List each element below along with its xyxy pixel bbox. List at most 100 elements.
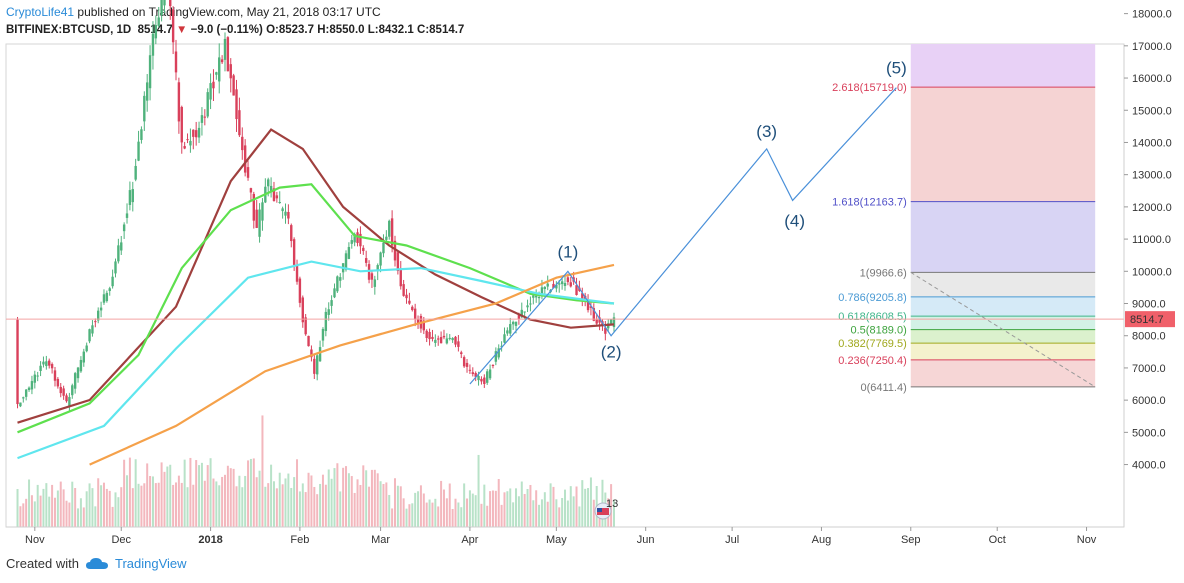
candle-body (108, 288, 111, 291)
elliott-wave-label: (5) (886, 59, 907, 78)
fib-level-label: 0.236(7250.4) (838, 355, 907, 367)
low-value: 8432.1 (378, 24, 414, 36)
volume-bar (77, 508, 80, 527)
candle-body (503, 334, 506, 343)
candle-body (71, 385, 74, 396)
candle-body (330, 300, 333, 306)
author-link[interactable]: CryptoLife41 (6, 5, 75, 19)
candle-body (203, 116, 207, 118)
volume-bar (278, 472, 281, 527)
candle-body (301, 297, 304, 323)
price-tick-label: 18000.0 (1132, 9, 1172, 21)
volume-bar (425, 502, 428, 527)
volume-bar (463, 483, 466, 527)
fib-zone (910, 87, 1096, 202)
volume-bar (59, 481, 62, 527)
volume-bar (241, 487, 244, 527)
open-label: O: (266, 24, 279, 36)
volume-bar (134, 459, 137, 527)
candle-body (160, 0, 163, 16)
volume-bar (19, 506, 22, 527)
volume-bar (477, 454, 480, 527)
candle-body (318, 347, 322, 362)
elliott-wave-label: (4) (784, 211, 805, 230)
fib-zone (910, 359, 1096, 387)
flag-icon (597, 508, 609, 515)
volume-bar (275, 488, 278, 527)
candle-body (50, 364, 54, 369)
close-label: C: (417, 24, 430, 36)
candle-body (209, 83, 212, 100)
volume-bar (180, 482, 183, 527)
volume-bar (304, 492, 307, 527)
volume-bar (169, 464, 172, 527)
candle-body (313, 358, 316, 374)
candle-body (267, 179, 270, 187)
time-tick-label: Oct (989, 534, 1006, 546)
candle-body (223, 38, 227, 60)
time-tick-label: Apr (461, 534, 478, 546)
volume-bar (405, 508, 408, 527)
candle-body (295, 265, 299, 282)
candle-body (566, 277, 570, 283)
published-text: published on TradingView.com, May 21, 20… (77, 5, 381, 19)
candle-body (24, 389, 28, 397)
volume-bar (526, 489, 529, 527)
candle-body (76, 367, 80, 379)
price-tick-label: 13000.0 (1132, 170, 1172, 182)
volume-bar (347, 473, 350, 527)
candle-body (422, 320, 426, 331)
candle-body (220, 59, 224, 63)
volume-bar (362, 465, 365, 527)
candle-body (569, 282, 572, 287)
symbol-name: BITFINEX:BTCUSD, 1D (6, 24, 132, 36)
candle-body (393, 240, 397, 261)
volume-bar (62, 489, 65, 527)
volume-bar (520, 481, 523, 527)
fib-level-label: 0.382(7769.5) (838, 338, 907, 350)
candle-body (65, 395, 68, 402)
volume-bar (466, 498, 469, 527)
volume-bar (506, 491, 509, 527)
candle-body (30, 381, 34, 390)
candle-body (99, 307, 103, 311)
candle-body (373, 279, 377, 287)
volume-bar (100, 485, 103, 527)
tradingview-brand[interactable]: TradingView (114, 556, 187, 571)
candle-body (62, 388, 65, 396)
volume-bar (281, 484, 284, 527)
candle-body (183, 146, 186, 149)
candle-body (598, 317, 601, 323)
volume-bar (451, 509, 454, 527)
volume-bar (333, 468, 336, 527)
candle-body (42, 361, 45, 365)
volume-bar (491, 490, 494, 527)
volume-bar (399, 486, 402, 527)
last-price-marker (1125, 311, 1175, 328)
created-with-text: Created with (6, 556, 79, 571)
elliott-wave-label: (3) (756, 122, 777, 141)
candle-body (157, 17, 160, 26)
volume-bar (339, 491, 342, 527)
volume-bar (474, 495, 477, 527)
candle-body (281, 208, 284, 212)
candle-body (509, 324, 512, 334)
candle-body (477, 376, 480, 381)
volume-bar (489, 491, 492, 527)
candle-body (413, 308, 417, 320)
candle-body (336, 276, 339, 292)
candle-body (350, 240, 353, 244)
fib-level-label: 0.618(8608.5) (838, 311, 907, 323)
open-value: 8523.7 (278, 24, 315, 36)
candle-body (171, 9, 175, 43)
volume-bar (316, 494, 319, 527)
volume-bar (342, 467, 345, 527)
volume-bar (244, 475, 247, 527)
candle-body (19, 402, 22, 407)
volume-bar (408, 504, 411, 527)
candle-body (486, 371, 489, 383)
volume-bar (166, 466, 169, 527)
volume-bar (51, 484, 54, 527)
time-tick-label: Jul (725, 534, 739, 546)
